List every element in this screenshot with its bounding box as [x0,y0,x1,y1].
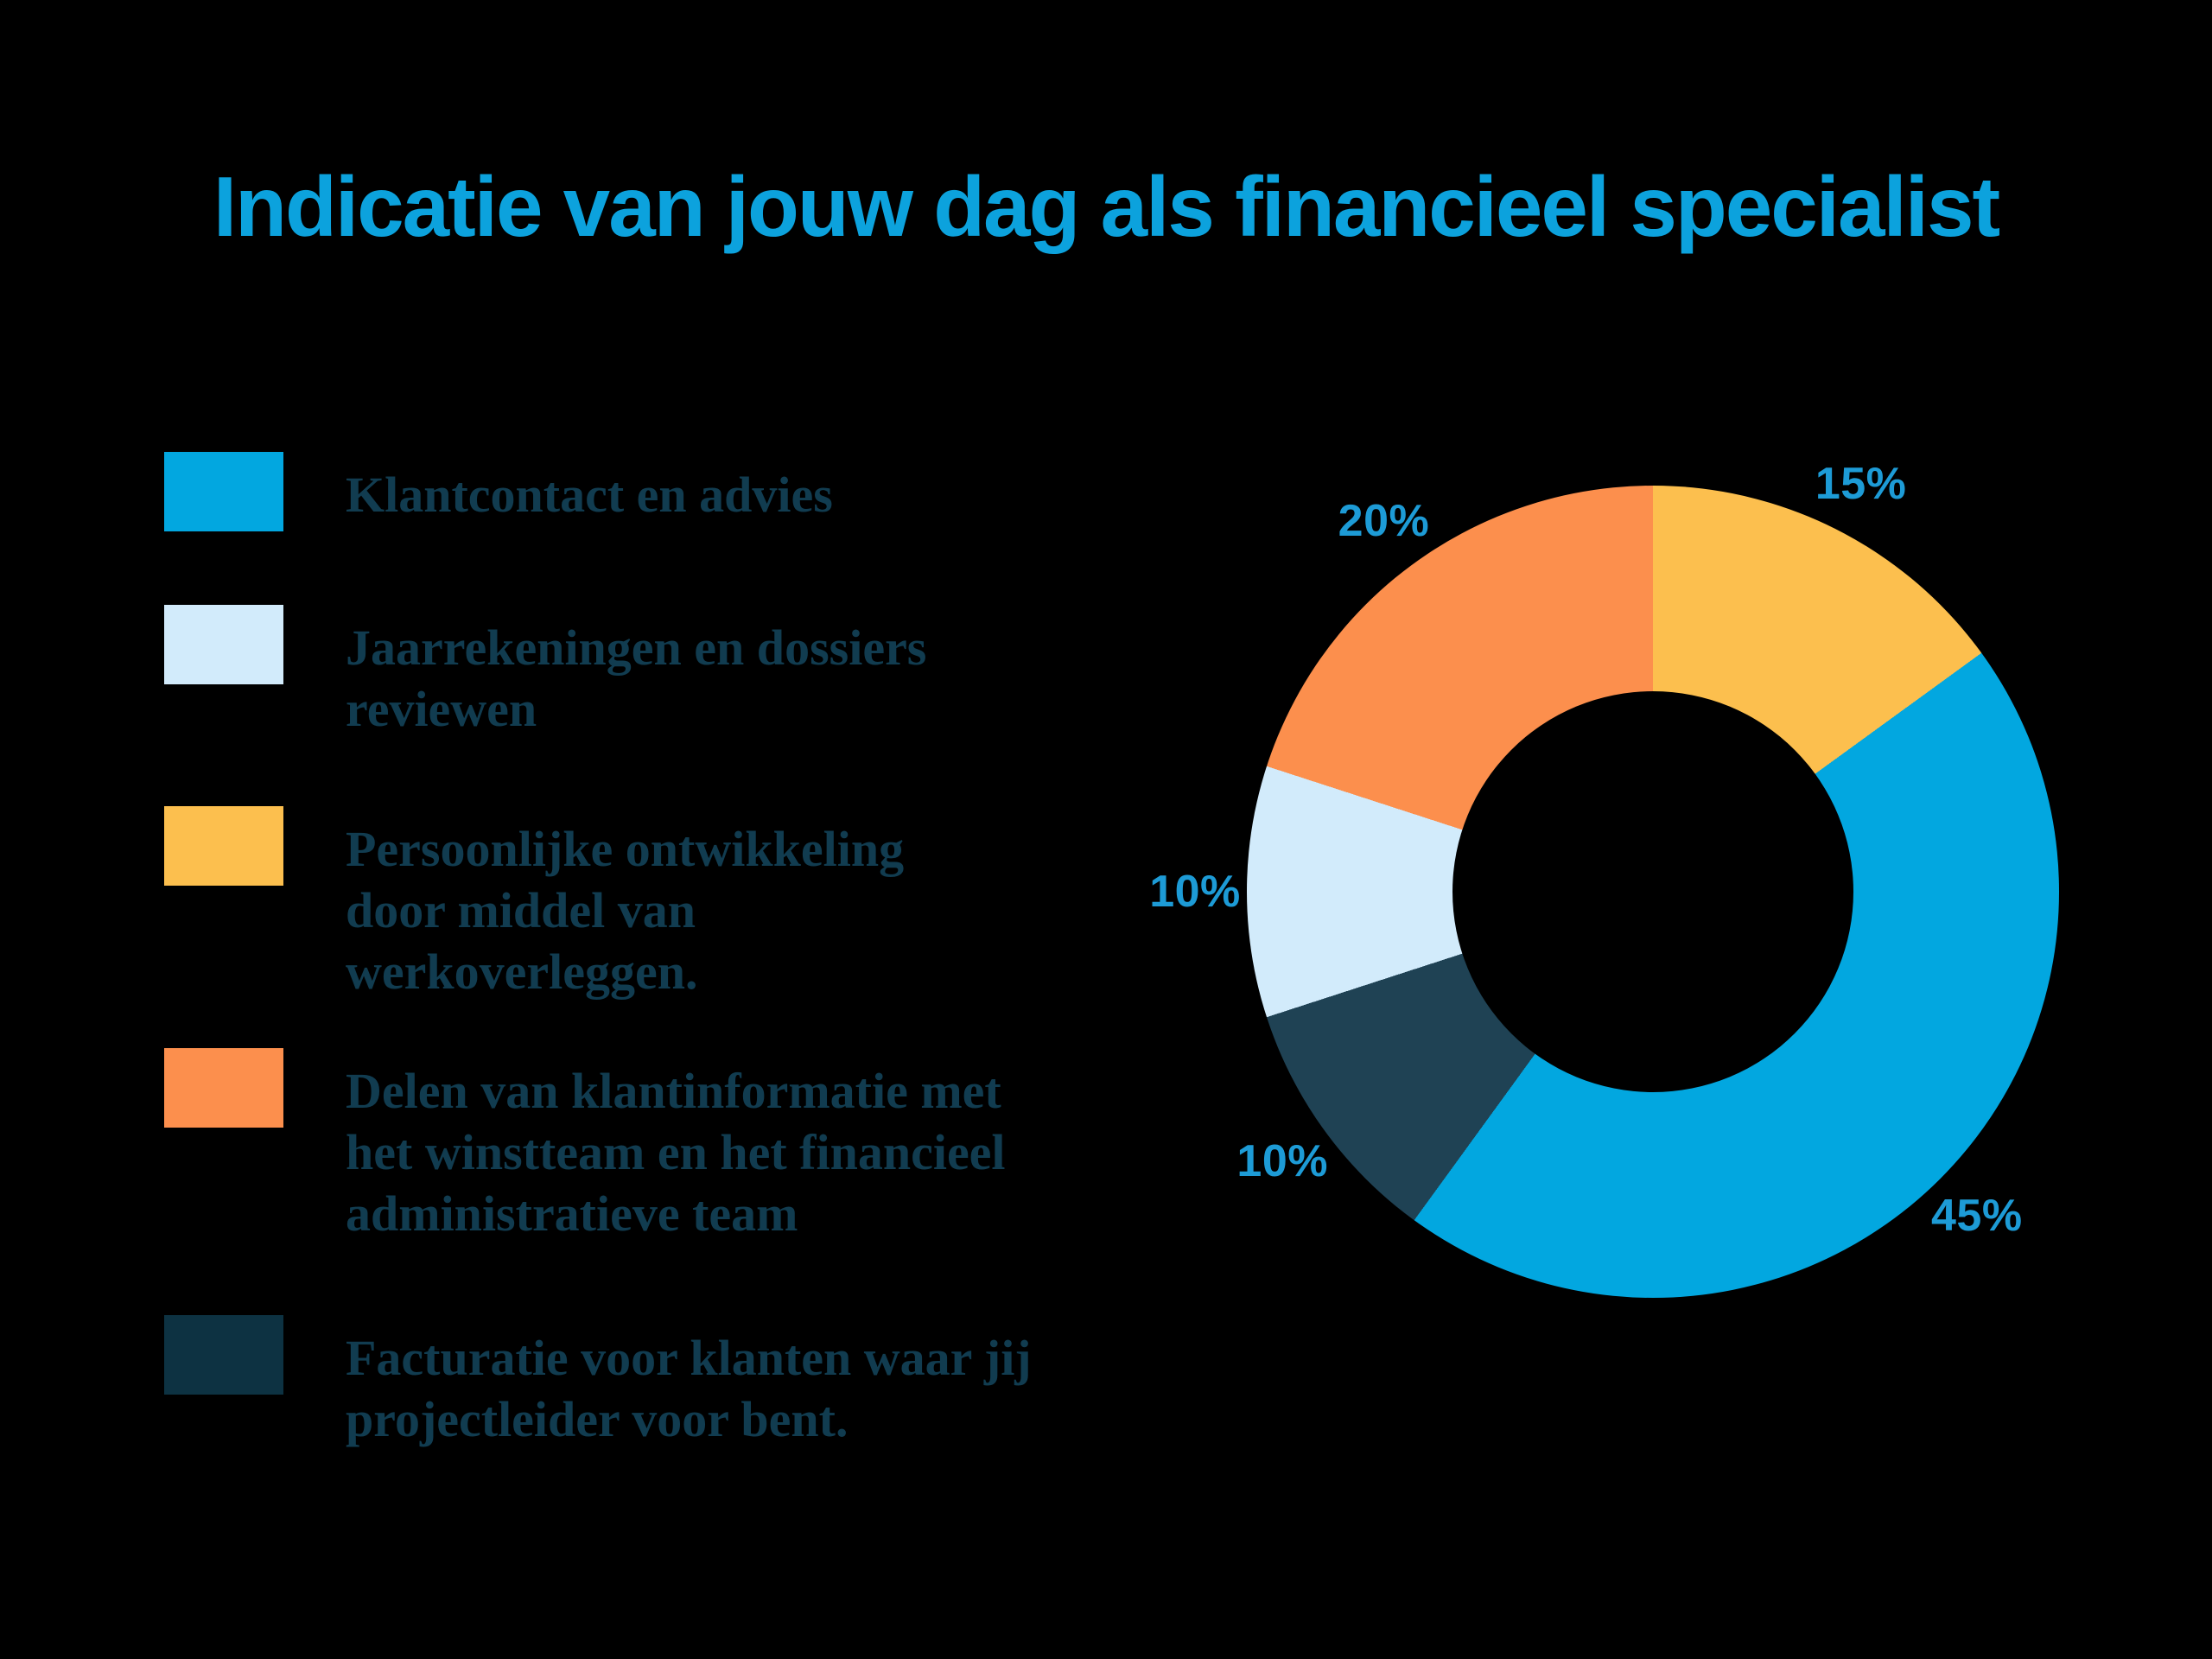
percent-label: 45% [1930,1190,2023,1241]
legend-swatch [164,1315,283,1395]
percent-label: 15% [1815,458,1907,509]
percent-label: 20% [1338,496,1430,547]
legend-item: Jaarrekeningen en dossiers reviewen [164,605,926,740]
legend-label: Klantcontact en advies [346,467,833,523]
legend-item: Delen van klantinformatie met het winstt… [164,1048,1006,1244]
legend-swatch [164,605,283,684]
legend-swatch [164,806,283,886]
legend-label: Jaarrekeningen en dossiers reviewen [346,620,927,737]
legend-item: Facturatie voor klanten waar jij project… [164,1315,1032,1450]
legend-swatch [164,452,283,531]
legend-label: Persoonlijke ontwikkeling door middel va… [346,821,905,1000]
legend-label: Facturatie voor klanten waar jij project… [346,1330,1032,1447]
legend-label: Delen van klantinformatie met het winstt… [346,1063,1006,1242]
percent-label: 10% [1236,1135,1329,1186]
percent-label: 10% [1149,867,1241,917]
legend-item: Persoonlijke ontwikkeling door middel va… [164,806,904,1002]
chart-title: Indicatie van jouw dag als financieel sp… [213,159,2000,254]
donut-hole [1452,691,1853,1092]
legend-swatch [164,1048,283,1128]
donut-chart: 15% 45% 10% 10% 20% [1149,459,2059,1298]
legend-item: Klantcontact en advies [164,452,833,531]
